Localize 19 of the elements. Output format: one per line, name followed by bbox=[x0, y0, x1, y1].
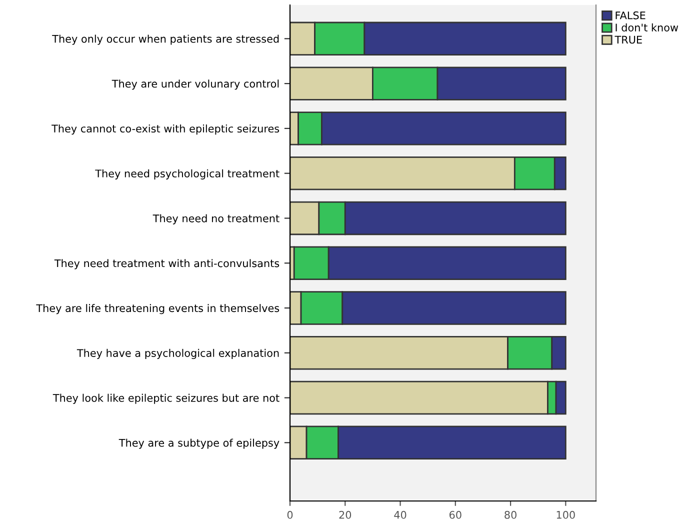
y-tick-label: They are a subtype of epilepsy bbox=[118, 438, 280, 449]
y-tick-label: They need no treatment bbox=[152, 214, 280, 224]
y-tick-label: They are life threatening events in themselves bbox=[36, 304, 280, 314]
y-tick-label: They have a psychological explanation bbox=[76, 348, 279, 359]
legend-label: I don't know bbox=[616, 23, 678, 32]
y-tick-label: They are under volunary control bbox=[112, 80, 279, 90]
x-tick-label: 0 bbox=[287, 510, 293, 519]
x-tick-label: 20 bbox=[339, 510, 352, 519]
legend-label: FALSE bbox=[616, 11, 646, 20]
x-tick-label: 40 bbox=[394, 510, 406, 519]
y-tick-label: They look like epileptic seizures but are not bbox=[52, 394, 280, 404]
x-tick-label: 60 bbox=[450, 510, 462, 519]
x-tick-label: 100 bbox=[556, 510, 575, 519]
x-tick-label: 80 bbox=[504, 510, 516, 519]
y-tick-label: They cannot co-exist with epileptic seizures bbox=[52, 124, 280, 135]
legend-label: TRUE bbox=[614, 36, 642, 44]
y-tick-label: They need psychological treatment bbox=[95, 169, 280, 180]
y-tick-label: They need treatment with anti-convulsants bbox=[54, 259, 280, 270]
y-tick-label: They only occur when patients are stressed bbox=[52, 34, 279, 45]
